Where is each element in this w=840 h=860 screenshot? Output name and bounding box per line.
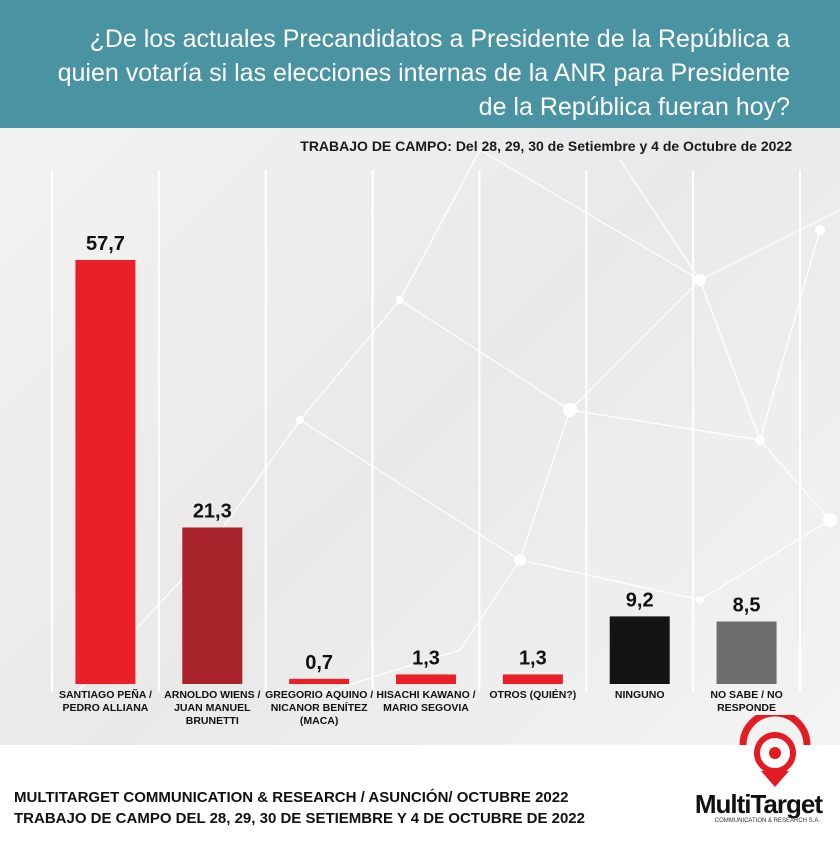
category-label-line: GREGORIO AQUINO / (265, 689, 373, 701)
category-label-line: PEDRO ALLIANA (62, 702, 148, 714)
category-label-line: RESPONDE (717, 702, 776, 714)
category-label-line: SANTIAGO PEÑA / (59, 688, 152, 701)
category-label-line: ARNOLDO WIENS / (164, 689, 260, 701)
data-label: 1,3 (412, 647, 440, 669)
category-label: HISACHI KAWANO / MARIO SEGOVIA (376, 689, 475, 714)
logo-subtitle: COMMUNICATION & RESEARCH S.A. (714, 818, 820, 824)
bar (182, 527, 243, 684)
category-label-line: JUAN MANUEL (174, 702, 251, 714)
category-label-line: NICANOR BENÍTEZ (271, 701, 368, 714)
category-label-line: NO SABE / NO (710, 689, 782, 701)
data-label: 1,3 (519, 647, 547, 669)
data-label: 8,5 (733, 595, 761, 617)
category-label-line: BRUNETTI (186, 715, 239, 727)
category-label-line: HISACHI KAWANO / (376, 689, 475, 701)
data-label: 0,7 (305, 652, 333, 674)
category-label: OTROS (QUIÉN?) (489, 688, 576, 701)
bar-chart: 57,7 SANTIAGO PEÑA / PEDRO ALLIANA 21,3 ARNO… (58, 233, 783, 727)
bar (502, 674, 563, 684)
category-label: NINGUNO (615, 689, 665, 701)
category-label-line: (MACA) (300, 715, 339, 727)
multitarget-logo-icon (739, 715, 811, 787)
header-banner: ¿De los actuales Precandidatos a Preside… (0, 0, 840, 128)
bar (396, 674, 456, 684)
chart-title: ¿De los actuales Precandidatos a Preside… (57, 25, 790, 121)
category-label: NO SABE / NO RESPONDE (710, 689, 782, 714)
data-label: 9,2 (626, 589, 654, 611)
category-label: ARNOLDO WIENS / JUAN MANUEL BRUNETTI (164, 689, 260, 727)
category-label-line: MARIO SEGOVIA (383, 702, 469, 714)
data-label: 57,7 (86, 233, 125, 255)
category-label: SANTIAGO PEÑA / PEDRO ALLIANA (59, 688, 152, 714)
category-label-line: OTROS (QUIÉN?) (489, 688, 576, 701)
footer-credit: MULTITARGET COMMUNICATION & RESEARCH / A… (14, 789, 569, 806)
bar (289, 678, 350, 684)
footer: MULTITARGET COMMUNICATION & RESEARCH / A… (0, 715, 840, 860)
bar (716, 621, 777, 684)
data-label: 21,3 (193, 500, 232, 522)
bar (75, 260, 136, 684)
category-label-line: NINGUNO (615, 689, 665, 701)
logo-name: MultiTarget (694, 789, 823, 819)
footer-fieldwork: TRABAJO DE CAMPO DEL 28, 29, 30 DE SETIE… (14, 810, 585, 827)
bar (609, 616, 670, 684)
category-label: GREGORIO AQUINO / NICANOR BENÍTEZ (MACA) (265, 689, 373, 727)
fieldwork-dates: TRABAJO DE CAMPO: Del 28, 29, 30 de Seti… (300, 138, 792, 154)
